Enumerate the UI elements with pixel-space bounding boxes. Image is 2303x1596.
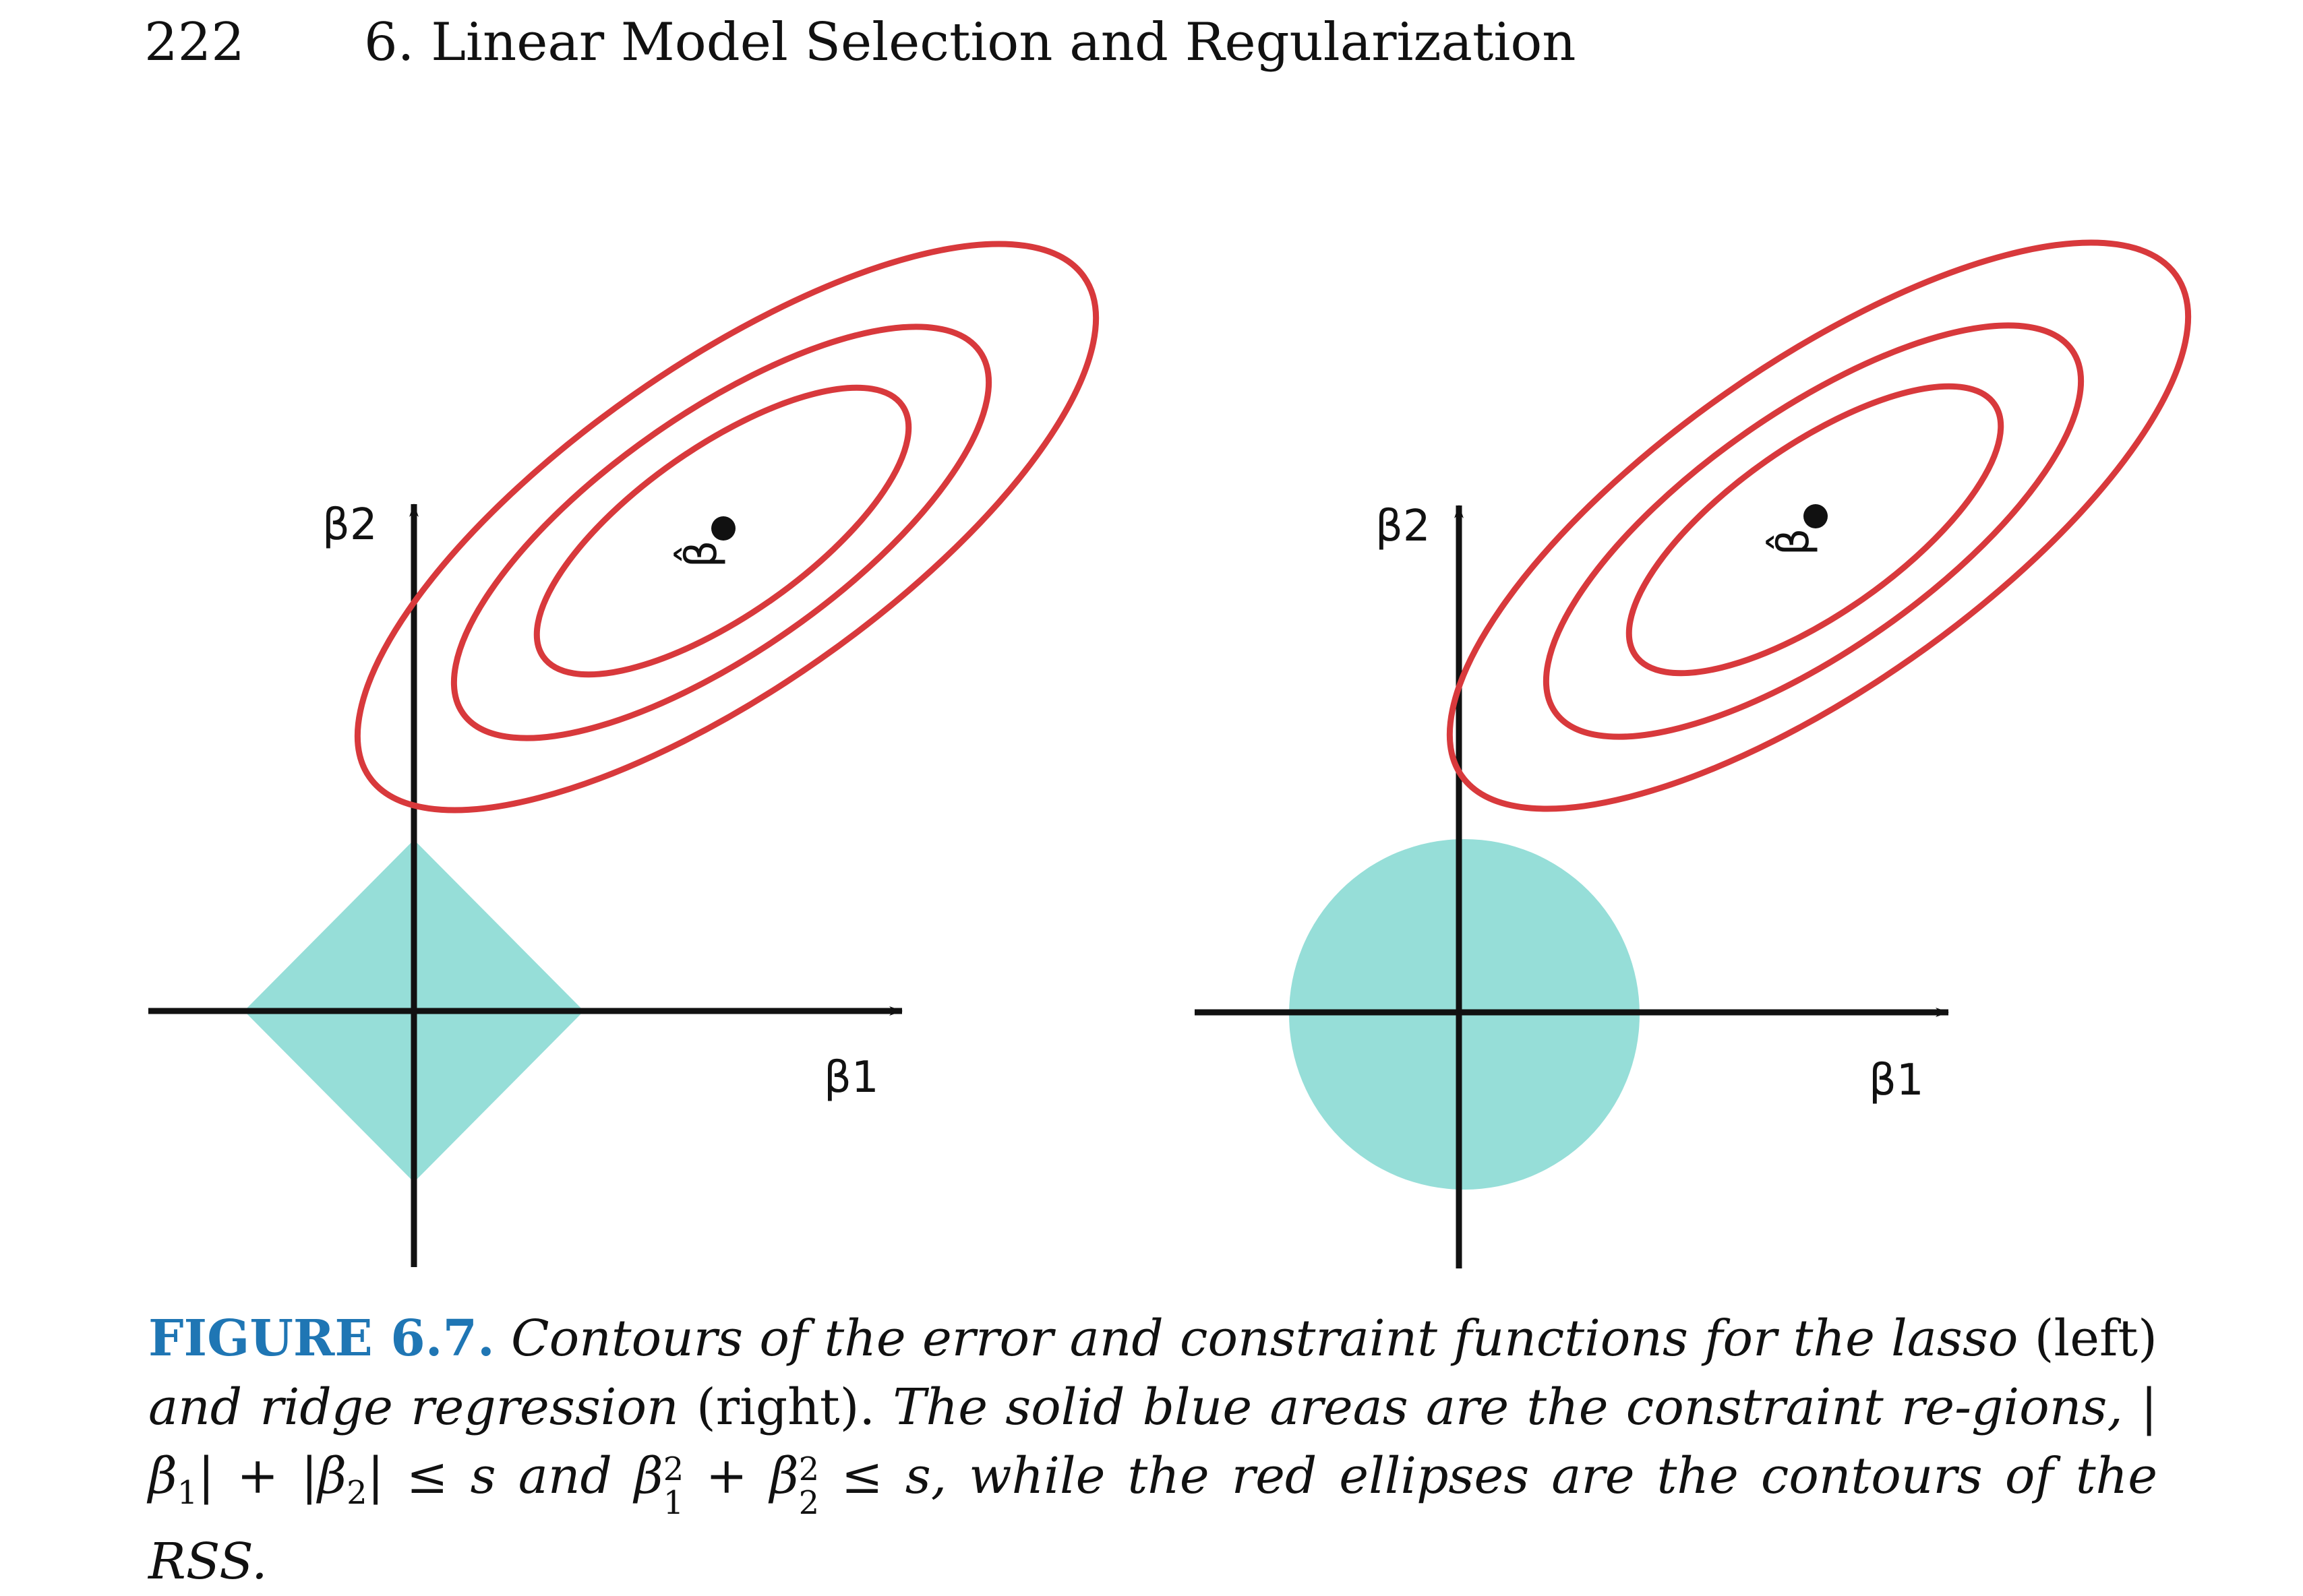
lasso-contour-inner bbox=[533, 384, 912, 678]
lasso-estimate-point bbox=[711, 516, 736, 541]
caption-text: while the red ellipses are the contours … bbox=[148, 1447, 2158, 1591]
figure-6-7: β̂ β2 β1 β̂ β2 β1 bbox=[148, 239, 2192, 1268]
ridge-contour-inner bbox=[1625, 383, 2004, 677]
ridge-estimate-label: β̂ bbox=[1765, 528, 1819, 556]
ridge-contours bbox=[1446, 239, 2192, 812]
caption-text: (right). bbox=[696, 1378, 875, 1436]
ridge-contour-outer bbox=[1446, 239, 2192, 812]
ridge-y-axis-label: β2 bbox=[1375, 501, 1431, 551]
caption-text: and ridge regression bbox=[148, 1378, 679, 1436]
ridge-x-axis-label: β1 bbox=[1869, 1055, 1924, 1105]
chapter-title: 6. Linear Model Selection and Regulariza… bbox=[364, 12, 1576, 73]
ridge-estimate-point bbox=[1803, 504, 1828, 528]
lasso-contours bbox=[354, 241, 1100, 814]
lasso-contour-middle bbox=[450, 324, 992, 741]
caption-text: The solid blue areas are the constraint … bbox=[893, 1378, 2123, 1436]
caption-text: (left) bbox=[2034, 1310, 2157, 1368]
lasso-panel: β̂ β2 β1 bbox=[148, 241, 1100, 1267]
caption-text: Contours of the error and constraint fun… bbox=[511, 1310, 2018, 1368]
lasso-y-axis-label: β2 bbox=[322, 500, 378, 550]
figure-caption: FIGURE 6.7. Contours of the error and co… bbox=[148, 1304, 2157, 1596]
ridge-contour-middle bbox=[1543, 322, 2085, 740]
caption-text: and bbox=[518, 1447, 612, 1505]
lasso-contour-outer bbox=[354, 241, 1100, 814]
page-number: 222 bbox=[144, 12, 245, 73]
lasso-x-axis-label: β1 bbox=[824, 1053, 879, 1103]
lasso-constraint-formula: |β1| + |β2| ≤ s bbox=[148, 1378, 2158, 1512]
lasso-estimate-label: β̂ bbox=[673, 541, 727, 568]
ridge-panel: β̂ β2 β1 bbox=[1195, 239, 2192, 1268]
figure-label: FIGURE 6.7. bbox=[148, 1310, 495, 1368]
running-head: 222 6. Linear Model Selection and Regula… bbox=[0, 0, 2303, 88]
